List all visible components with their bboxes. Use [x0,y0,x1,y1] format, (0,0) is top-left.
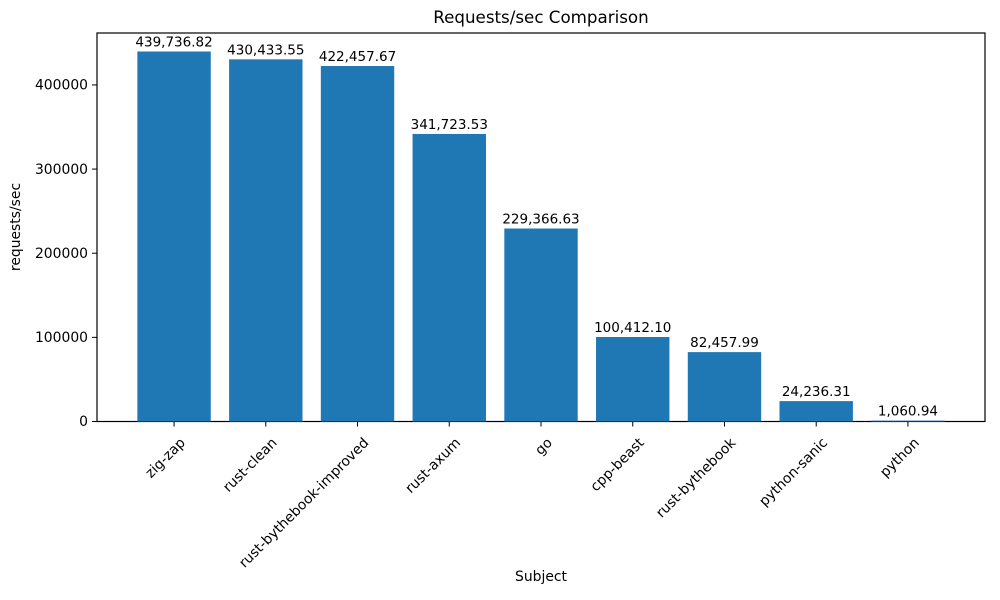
y-axis-label: requests/sec [8,183,24,271]
chart-title: Requests/sec Comparison [433,7,648,27]
bars-group [137,51,945,422]
x-tick-label-rust-bythebook: rust-bythebook [653,435,739,521]
x-tick-label-cpp-beast: cpp-beast [588,435,648,495]
bar-cpp-beast [596,337,670,422]
bar-rust-axum [412,133,486,422]
value-label-rust-bythebook: 82,457.99 [690,335,759,351]
y-tick-label: 0 [79,414,88,430]
y-axis-ticks: 0 100000 200000 300000 400000 [35,78,97,430]
bar-zig-zap [137,51,211,422]
x-tick-label-python: python [877,435,923,481]
bar-python-sanic [779,401,853,422]
y-tick-label: 400000 [35,78,88,94]
value-label-go: 229,366.63 [502,212,579,228]
value-label-cpp-beast: 100,412.10 [594,320,671,336]
value-label-python: 1,060.94 [878,404,938,420]
x-tick-label-go: go [532,435,556,459]
bar-go [504,228,578,422]
x-axis-ticks: zig-zap rust-cleanrust-bythebook-improved… [142,421,923,571]
bar-python [871,420,945,422]
x-tick-label-rust-axum: rust-axum [402,435,464,497]
x-tick-label-rust-clean: rust-clean [220,435,281,496]
value-label-zig-zap: 439,736.82 [135,35,212,51]
value-label-rust-bythebook-improved: 422,457.67 [319,49,396,65]
value-label-rust-clean: 430,433.55 [227,42,304,58]
y-tick-label: 200000 [35,246,88,262]
x-tick-label-python-sanic: python-sanic [756,435,831,510]
value-label-rust-axum: 341,723.53 [411,117,488,133]
x-axis-label: Subject [515,569,567,585]
bar-rust-clean [229,59,303,422]
value-label-python-sanic: 24,236.31 [782,384,851,400]
y-tick-label: 100000 [35,330,88,346]
x-tick-label-zig-zap: zig-zap [142,435,189,482]
value-labels-group: 439,736.82 430,433.55 422,457.67 341,723.53… [135,35,938,420]
bar-rust-bythebook [687,352,762,422]
y-tick-label: 300000 [35,162,88,178]
bar-rust-bythebook-improved [320,66,395,422]
